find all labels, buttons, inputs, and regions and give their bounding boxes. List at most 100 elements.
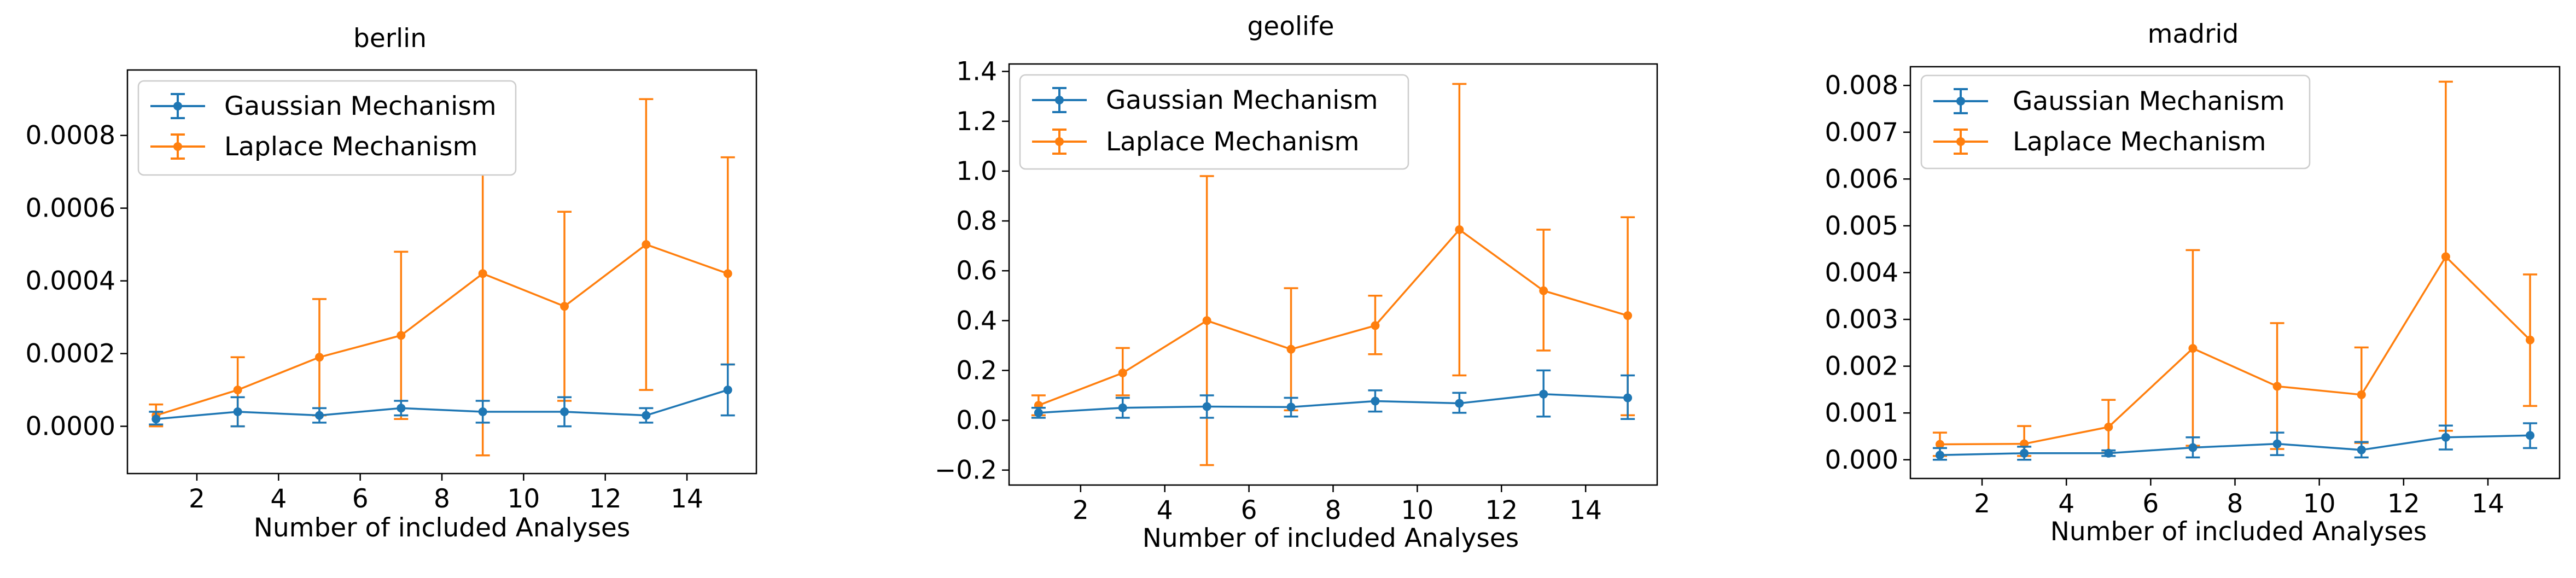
legend-box <box>1019 74 1409 170</box>
data-point <box>1371 396 1380 406</box>
y-tick-label: 0.0006 <box>26 194 115 224</box>
y-tick-label: −0.2 <box>935 456 997 486</box>
x-tick-label: 10 <box>507 484 540 514</box>
legend-label-laplace: Laplace Mechanism <box>1106 127 1359 157</box>
x-tick-label: 6 <box>1241 495 1257 526</box>
x-tick-label: 10 <box>2303 489 2336 519</box>
x-axis: 2 4 6 8 10 12 14 <box>189 474 703 514</box>
data-point <box>1286 345 1296 354</box>
x-tick-label: 14 <box>671 484 703 514</box>
x-tick-label: 2 <box>1073 495 1089 526</box>
y-tick-label: 0.0008 <box>26 121 115 151</box>
x-axis: 2 4 6 8 10 12 14 <box>1073 485 1602 526</box>
series-line <box>1038 393 1628 414</box>
data-point <box>1202 402 1211 411</box>
data-point <box>1935 451 1944 460</box>
legend-marker-laplace <box>173 142 182 151</box>
legend: Gaussian Mechanism Laplace Mechanism <box>1920 74 2311 170</box>
data-point <box>1286 402 1296 412</box>
series-gaussian <box>1932 422 2538 461</box>
data-point <box>1623 311 1633 320</box>
legend-box <box>137 80 517 176</box>
series-marks <box>1932 80 2538 461</box>
y-tick-label: 1.0 <box>956 156 997 186</box>
y-tick-label: 1.4 <box>956 57 997 87</box>
data-point <box>314 411 324 420</box>
data-point <box>2357 390 2366 399</box>
data-point <box>560 302 569 311</box>
legend-marker-laplace <box>1956 137 1965 146</box>
x-tick-label: 12 <box>1485 495 1518 526</box>
y-tick-label: 0.002 <box>1825 352 1898 382</box>
y-axis: −0.2 0.0 0.2 0.4 0.6 0.8 1.0 1.2 1.4 <box>935 57 1009 486</box>
chart-panel-geolife: geolife −0.2 0.0 0.2 0.4 0.6 0.8 1.0 1.2 1.4 2 4 6… <box>935 11 1658 553</box>
y-tick-label: 0.0 <box>956 406 997 436</box>
y-tick-label: 0.008 <box>1825 71 1898 101</box>
legend-label-gaussian: Gaussian Mechanism <box>2013 86 2285 116</box>
data-point <box>1935 440 1944 449</box>
data-point <box>2188 443 2198 452</box>
data-point <box>233 386 242 395</box>
y-tick-label: 0.0002 <box>26 339 115 369</box>
y-tick-label: 0.007 <box>1825 118 1898 148</box>
series-gaussian <box>149 363 735 428</box>
y-tick-label: 0.000 <box>1825 445 1898 475</box>
legend-box <box>1920 74 2311 170</box>
legend-label-laplace: Laplace Mechanism <box>224 132 477 162</box>
series-laplace <box>1031 83 1635 466</box>
x-tick-label: 4 <box>270 484 287 514</box>
x-tick-label: 8 <box>2227 489 2243 519</box>
legend-marker-gaussian <box>173 102 182 110</box>
data-point <box>1455 225 1464 234</box>
chart-panel-berlin: berlin 0.0000 0.0002 0.0004 0.0006 0.0008 2 4… <box>26 24 757 543</box>
y-tick-label: 0.4 <box>956 306 997 336</box>
data-point <box>2272 382 2282 391</box>
data-point <box>397 404 406 413</box>
x-tick-label: 8 <box>1325 495 1342 526</box>
data-point <box>2272 439 2282 448</box>
data-point <box>560 407 569 416</box>
x-tick-label: 6 <box>2142 489 2159 519</box>
data-point <box>2526 431 2535 440</box>
chart-title: madrid <box>2148 19 2239 49</box>
series-gaussian <box>1031 369 1635 421</box>
y-axis: 0.0000 0.0002 0.0004 0.0006 0.0008 <box>26 121 127 442</box>
data-point <box>2441 252 2450 261</box>
x-tick-label: 10 <box>1401 495 1433 526</box>
data-point <box>478 407 487 416</box>
series-line <box>156 389 728 421</box>
data-point <box>723 269 732 278</box>
y-tick-label: 0.006 <box>1825 164 1898 194</box>
x-tick-label: 14 <box>1569 495 1602 526</box>
x-axis-label: Number of included Analyses <box>2050 517 2427 547</box>
x-tick-label: 8 <box>434 484 450 514</box>
y-tick-label: 0.8 <box>956 206 997 236</box>
data-point <box>1455 399 1464 408</box>
x-axis-label: Number of included Analyses <box>254 513 631 543</box>
y-tick-label: 0.0004 <box>26 266 115 296</box>
x-axis-label: Number of included Analyses <box>1143 523 1519 553</box>
data-point <box>2188 344 2198 353</box>
data-point <box>151 414 161 424</box>
x-tick-label: 12 <box>589 484 622 514</box>
data-point <box>1034 408 1043 417</box>
data-point <box>723 386 732 395</box>
x-tick-label: 4 <box>2058 489 2074 519</box>
series-line <box>1939 434 2531 456</box>
y-tick-label: 0.2 <box>956 355 997 386</box>
y-tick-label: 1.2 <box>956 107 997 137</box>
series-line <box>155 243 728 417</box>
legend-label-laplace: Laplace Mechanism <box>2013 127 2266 157</box>
series-marks <box>1031 83 1635 466</box>
legend: Gaussian Mechanism Laplace Mechanism <box>1019 74 1409 170</box>
data-point <box>2526 335 2535 345</box>
data-point <box>2104 448 2113 458</box>
y-tick-label: 0.6 <box>956 256 997 286</box>
data-point <box>2357 445 2366 454</box>
series-line <box>1939 255 2531 446</box>
x-axis: 2 4 6 8 10 12 14 <box>1974 478 2504 519</box>
x-tick-label: 2 <box>189 484 205 514</box>
data-point <box>2441 433 2450 442</box>
data-point <box>233 407 242 416</box>
y-tick-label: 0.001 <box>1825 398 1898 428</box>
